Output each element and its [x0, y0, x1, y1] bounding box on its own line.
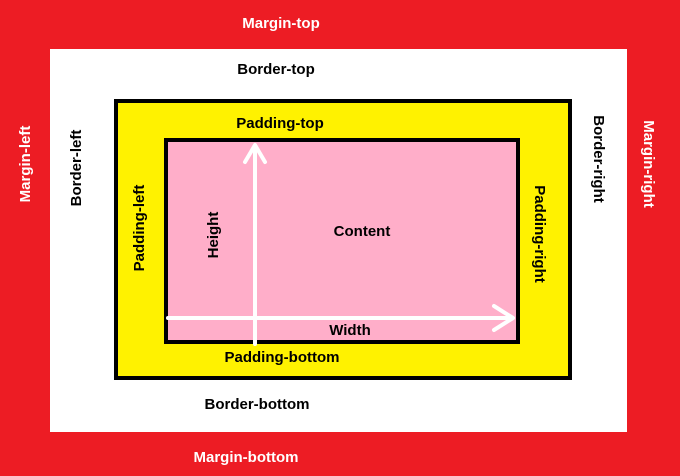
border-left-label: Border-left: [68, 129, 85, 207]
padding-left-label: Padding-left: [131, 184, 148, 272]
width-arrow-head: [492, 304, 515, 332]
border-right-label: Border-right: [590, 115, 607, 203]
content-area: [164, 138, 520, 344]
width-label: Width: [329, 322, 371, 339]
margin-left-label: Margin-left: [17, 125, 34, 203]
border-bottom-label: Border-bottom: [204, 396, 310, 413]
padding-top-label: Padding-top: [236, 115, 324, 132]
height-label: Height: [205, 211, 222, 259]
margin-bottom-label: Margin-bottom: [193, 449, 299, 466]
margin-right-label: Margin-right: [640, 120, 657, 208]
padding-bottom-label: Padding-bottom: [224, 349, 340, 366]
height-arrow-head: [243, 143, 267, 164]
content-label: Content: [333, 223, 391, 240]
padding-right-label: Padding-right: [531, 185, 548, 283]
margin-top-label: Margin-top: [242, 15, 320, 32]
border-top-label: Border-top: [237, 61, 315, 78]
